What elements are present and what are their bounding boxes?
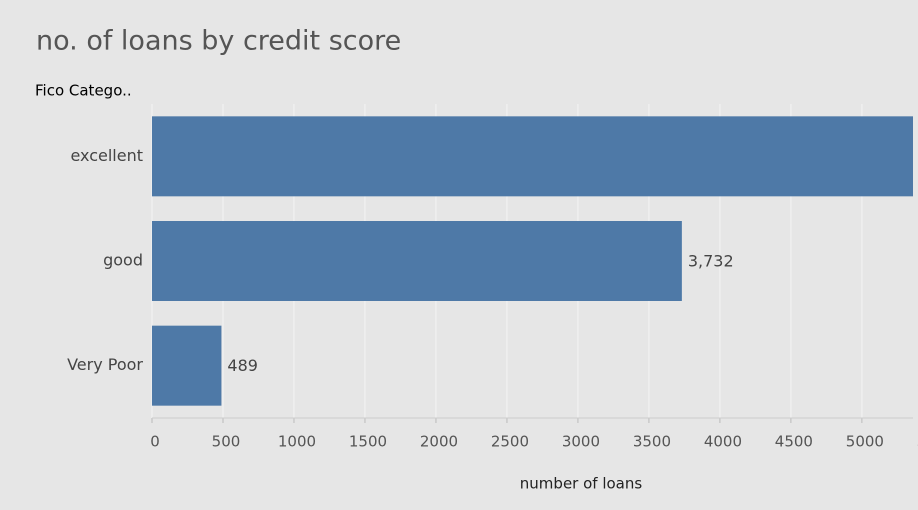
x-tick-label: 5500 [917,433,918,451]
x-tick-label: 5000 [846,433,884,451]
bar [152,221,682,301]
y-tick-label: Very Poor [67,355,143,374]
x-tick-label: 1000 [278,433,316,451]
data-label: 3,732 [688,252,734,271]
data-label: 489 [227,356,258,375]
bar [152,116,913,197]
x-axis-title: number of loans [520,475,643,493]
x-tick-label: 3500 [633,433,671,451]
chart-title: no. of loans by credit score [36,26,401,57]
x-tick-label: 2500 [491,433,529,451]
x-tick-label: 4500 [775,433,813,451]
x-tick-label: 2000 [420,433,458,451]
x-tick-label: 0 [150,433,160,451]
y-tick-label: excellent [70,146,143,165]
x-tick-label: 3000 [562,433,600,451]
x-tick-label: 500 [212,433,241,451]
row-header: Fico Catego.. [35,82,132,100]
x-tick-label: 1500 [349,433,387,451]
y-tick-label: good [103,251,143,270]
bar [152,325,222,406]
x-tick-label: 4000 [704,433,742,451]
